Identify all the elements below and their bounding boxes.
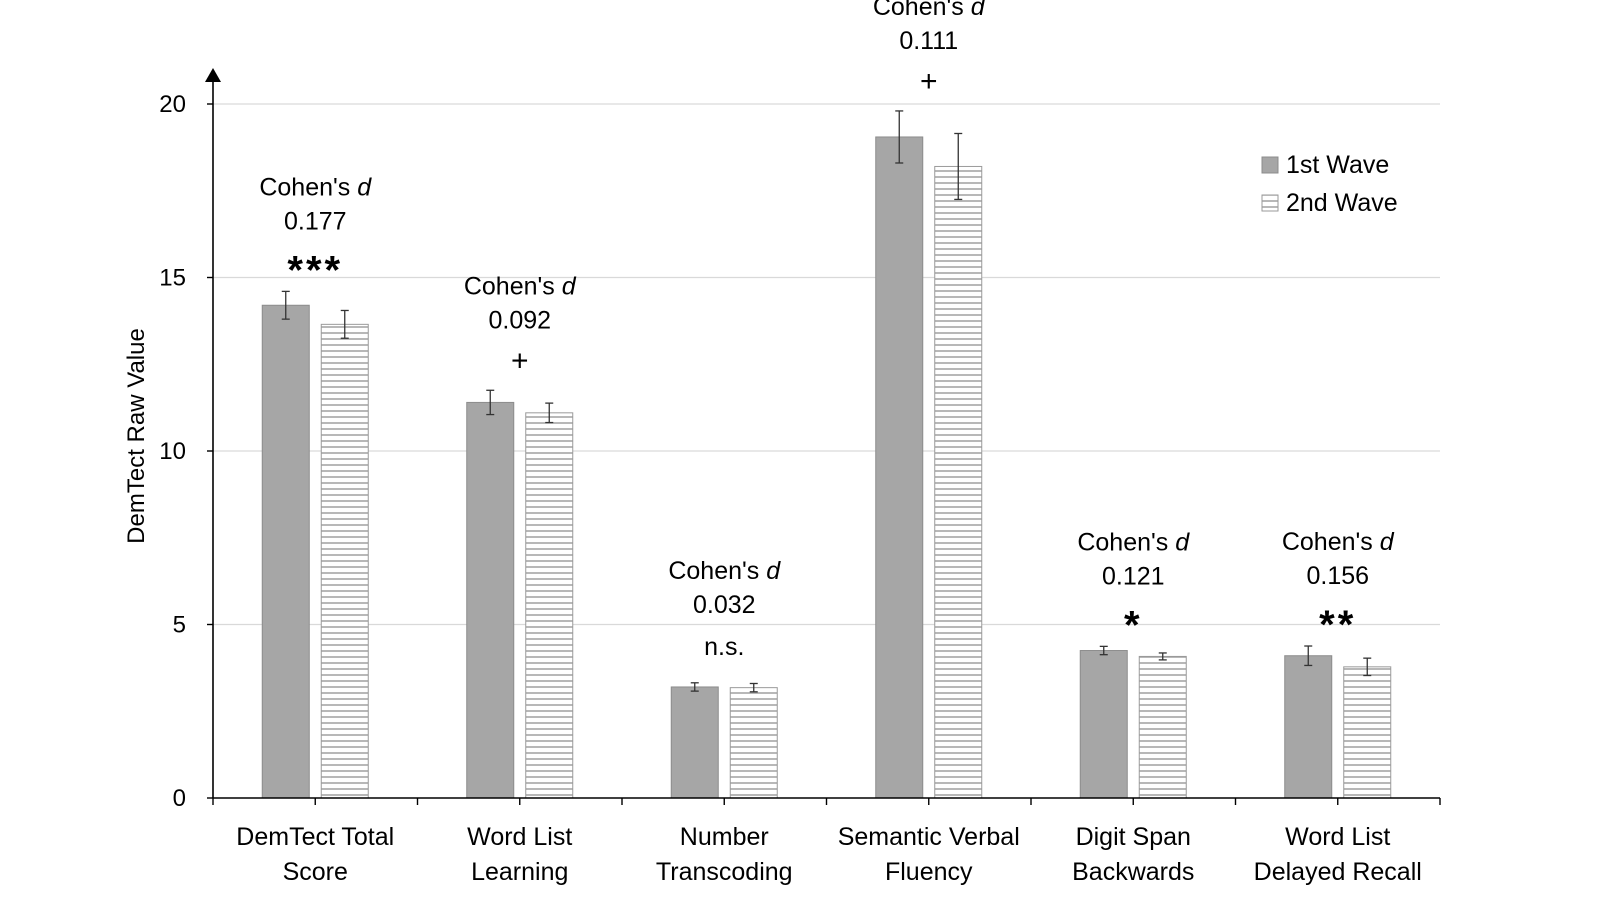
significance-marker: + bbox=[920, 65, 938, 98]
error-bar bbox=[895, 110, 904, 164]
error-bar bbox=[1158, 652, 1167, 661]
cohens-d-value: 0.177 bbox=[284, 207, 347, 235]
cohens-d-label: Cohen's d bbox=[873, 0, 986, 21]
effect-size-annotation: Cohen's d 0.177 *** bbox=[259, 173, 372, 292]
legend-item: 1st Wave bbox=[1261, 151, 1389, 179]
bar-2-0 bbox=[320, 323, 369, 799]
cohens-d-label: Cohen's d bbox=[1282, 528, 1395, 556]
legend-item: 2nd Wave bbox=[1261, 189, 1398, 217]
error-bar bbox=[340, 309, 349, 339]
error-bar bbox=[1099, 645, 1108, 656]
significance-marker: + bbox=[511, 344, 529, 377]
bar-1-3 bbox=[875, 136, 924, 799]
cohens-d-label: Cohen's d bbox=[259, 173, 372, 201]
bars bbox=[261, 136, 1392, 799]
x-tick-label: DemTect Total Score bbox=[236, 823, 394, 886]
effect-size-annotation: Cohen's d 0.111 + bbox=[873, 0, 986, 98]
error-bar bbox=[1363, 657, 1372, 677]
cohens-d-value: 0.121 bbox=[1102, 562, 1165, 590]
error-bar bbox=[281, 290, 290, 320]
significance-marker: n.s. bbox=[704, 633, 744, 661]
significance-marker: * bbox=[1124, 603, 1143, 647]
significance-marker: ** bbox=[1319, 603, 1356, 647]
x-tick-label: Word List Learning bbox=[467, 823, 572, 886]
error-bar bbox=[690, 682, 699, 692]
legend-label: 2nd Wave bbox=[1286, 189, 1398, 217]
legend: 1st Wave 2nd Wave bbox=[1261, 151, 1398, 217]
effect-size-annotation: Cohen's d 0.032 n.s. bbox=[668, 557, 781, 661]
x-tick-label: Semantic Verbal Fluency bbox=[838, 823, 1020, 886]
legend-label: 1st Wave bbox=[1286, 151, 1389, 179]
y-tick-label: 15 bbox=[159, 265, 186, 292]
cohens-d-value: 0.156 bbox=[1306, 562, 1369, 590]
bar-1-1 bbox=[466, 401, 515, 799]
annotations: Cohen's d0.177*** Cohen's d0.092+Cohen's … bbox=[259, 0, 1394, 661]
axes bbox=[205, 68, 1441, 805]
bar-1-5 bbox=[1284, 655, 1333, 799]
cohens-d-label: Cohen's d bbox=[668, 557, 781, 585]
y-tick-label: 20 bbox=[159, 91, 186, 118]
gridlines bbox=[213, 103, 1440, 626]
bar-1-2 bbox=[670, 686, 719, 799]
bar-2-5 bbox=[1343, 666, 1392, 799]
cohens-d-value: 0.032 bbox=[693, 591, 756, 619]
y-tick-label: 0 bbox=[173, 785, 186, 812]
x-tick-label: Digit Span Backwards bbox=[1072, 823, 1194, 886]
cohens-d-value: 0.092 bbox=[488, 306, 551, 334]
cohens-d-label: Cohen's d bbox=[1077, 528, 1190, 556]
bar-1-4 bbox=[1079, 650, 1128, 799]
cohens-d-label: Cohen's d bbox=[464, 272, 577, 300]
significance-marker: *** bbox=[287, 248, 343, 292]
bar-2-3 bbox=[934, 165, 983, 799]
error-bars bbox=[281, 110, 1372, 693]
cohens-d-value: 0.111 bbox=[899, 27, 958, 55]
legend-swatch bbox=[1261, 194, 1279, 212]
error-bar bbox=[954, 132, 963, 201]
legend-swatch bbox=[1261, 156, 1279, 174]
error-bar bbox=[545, 402, 554, 424]
bar-2-4 bbox=[1138, 655, 1187, 799]
error-bar bbox=[486, 389, 495, 416]
bar-2-1 bbox=[525, 412, 574, 799]
bar-1-0 bbox=[261, 304, 310, 799]
effect-size-annotation: Cohen's d 0.121 * bbox=[1077, 528, 1190, 647]
x-tick-label: Number Transcoding bbox=[656, 823, 793, 886]
error-bar bbox=[749, 682, 758, 693]
y-tick-labels: 0 5 10 15 20 bbox=[159, 91, 186, 812]
x-tick-labels: DemTect Total Score Word List Learning Numbe… bbox=[236, 823, 1422, 886]
effect-size-annotation: Cohen's d 0.156 ** bbox=[1282, 528, 1395, 647]
y-axis-arrow bbox=[205, 68, 221, 82]
x-tick-label: Word List Delayed Recall bbox=[1254, 823, 1422, 886]
effect-size-annotation: Cohen's d 0.092 + bbox=[464, 272, 577, 377]
y-tick-label: 10 bbox=[159, 438, 186, 465]
y-axis-title: DemTect Raw Value bbox=[123, 328, 150, 544]
y-tick-label: 5 bbox=[173, 612, 186, 639]
bar-2-2 bbox=[729, 687, 778, 799]
error-bar bbox=[1304, 645, 1313, 667]
